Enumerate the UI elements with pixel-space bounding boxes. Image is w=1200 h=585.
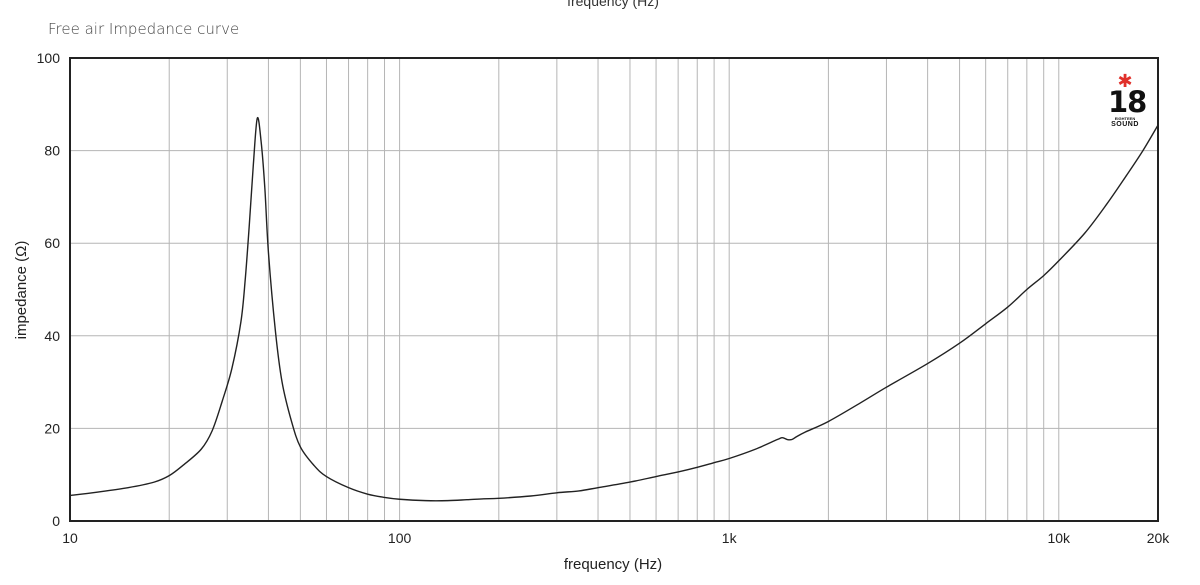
- plot-frame: [69, 57, 1159, 522]
- y-tick-label: 40: [44, 328, 60, 344]
- grid-lines: [70, 58, 1158, 521]
- y-tick-label: 60: [44, 235, 60, 251]
- y-axis-label: impedance (Ω): [13, 241, 30, 340]
- logo-number: 18: [1108, 85, 1147, 119]
- y-tick-label: 80: [44, 143, 60, 159]
- y-tick-labels: 0 20 40 60 80 100: [37, 50, 61, 529]
- x-tick-label: 100: [388, 530, 412, 546]
- chart-title: Free air Impedance curve: [48, 20, 240, 38]
- y-tick-label: 20: [44, 420, 60, 436]
- impedance-curve-line: [69, 116, 1159, 502]
- star-icon: ✱: [1117, 71, 1133, 91]
- logo-subtext: EIGHTEEN: [1114, 116, 1136, 121]
- x-tick-label: 10: [62, 530, 78, 546]
- x-tick-label: 1k: [722, 530, 738, 546]
- y-tick-label: 0: [52, 513, 60, 529]
- top-axis-label: frequency (Hz): [567, 0, 659, 9]
- logo-word: SOUND: [1111, 121, 1139, 128]
- x-tick-label: 10k: [1047, 530, 1071, 546]
- eighteen-sound-logo: ✱ 18 EIGHTEEN SOUND: [1108, 71, 1147, 136]
- y-tick-label: 100: [37, 50, 61, 66]
- x-tick-label: 20k: [1147, 530, 1171, 546]
- x-axis-label: frequency (Hz): [564, 556, 662, 573]
- x-tick-labels: 10 100 1k 10k 20k: [62, 530, 1170, 546]
